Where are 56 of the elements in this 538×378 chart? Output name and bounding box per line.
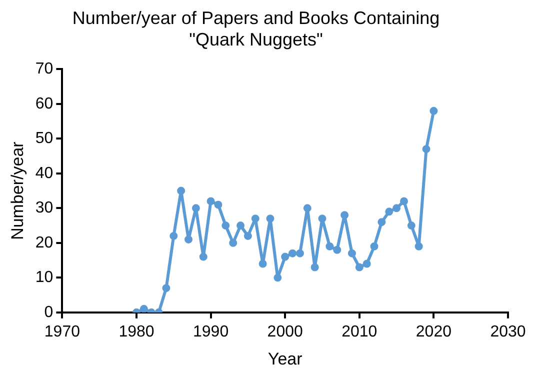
point (362, 260, 371, 268)
point (162, 284, 170, 292)
point (199, 252, 208, 261)
point (385, 208, 394, 216)
point (340, 211, 349, 220)
y-tick-label: 50 (35, 130, 54, 148)
point (392, 204, 401, 212)
x-tick-label: 2010 (342, 323, 378, 340)
point (229, 238, 238, 247)
x-tick-label: 1990 (193, 323, 229, 340)
point (244, 232, 252, 240)
y-tick-label: 40 (35, 164, 54, 182)
point (192, 204, 200, 212)
point (274, 274, 282, 282)
x-tick-label: 1970 (44, 323, 80, 340)
point (177, 186, 186, 195)
point (170, 232, 178, 240)
x-axis-title: Year (268, 349, 303, 368)
y-tick-label: 30 (35, 200, 54, 217)
point (222, 222, 230, 230)
point (296, 249, 304, 258)
point (378, 218, 386, 226)
point (400, 197, 408, 206)
point (318, 214, 326, 223)
point (236, 222, 245, 230)
y-axis-title: Number/year (8, 141, 27, 240)
point (355, 263, 364, 272)
x-tick-label: 2020 (416, 323, 452, 340)
point (303, 204, 312, 212)
x-tick-label: 2030 (490, 323, 526, 340)
point (214, 200, 222, 209)
point (430, 106, 438, 115)
point (184, 235, 193, 244)
point (370, 242, 378, 250)
point (140, 304, 148, 312)
y-tick-label: 70 (35, 60, 54, 78)
point (251, 214, 260, 223)
point (326, 242, 334, 250)
y-tick-label: 20 (35, 234, 54, 252)
point (288, 249, 297, 258)
x-tick-label: 1980 (118, 323, 154, 340)
y-tick-label: 10 (35, 269, 54, 286)
point (310, 263, 319, 272)
y-tick-label: 0 (44, 304, 54, 321)
point (281, 252, 290, 261)
chart-title: Number/year of Papers and Books Containing "Quark Nuggets" (72, 8, 440, 50)
x-tick-label: 2000 (267, 323, 303, 340)
point (206, 197, 215, 206)
point (414, 242, 423, 250)
point (266, 214, 274, 223)
point (333, 246, 342, 254)
point (422, 145, 430, 154)
point (348, 249, 356, 258)
point (407, 222, 416, 230)
y-tick-label: 60 (35, 95, 54, 112)
point (258, 260, 267, 268)
